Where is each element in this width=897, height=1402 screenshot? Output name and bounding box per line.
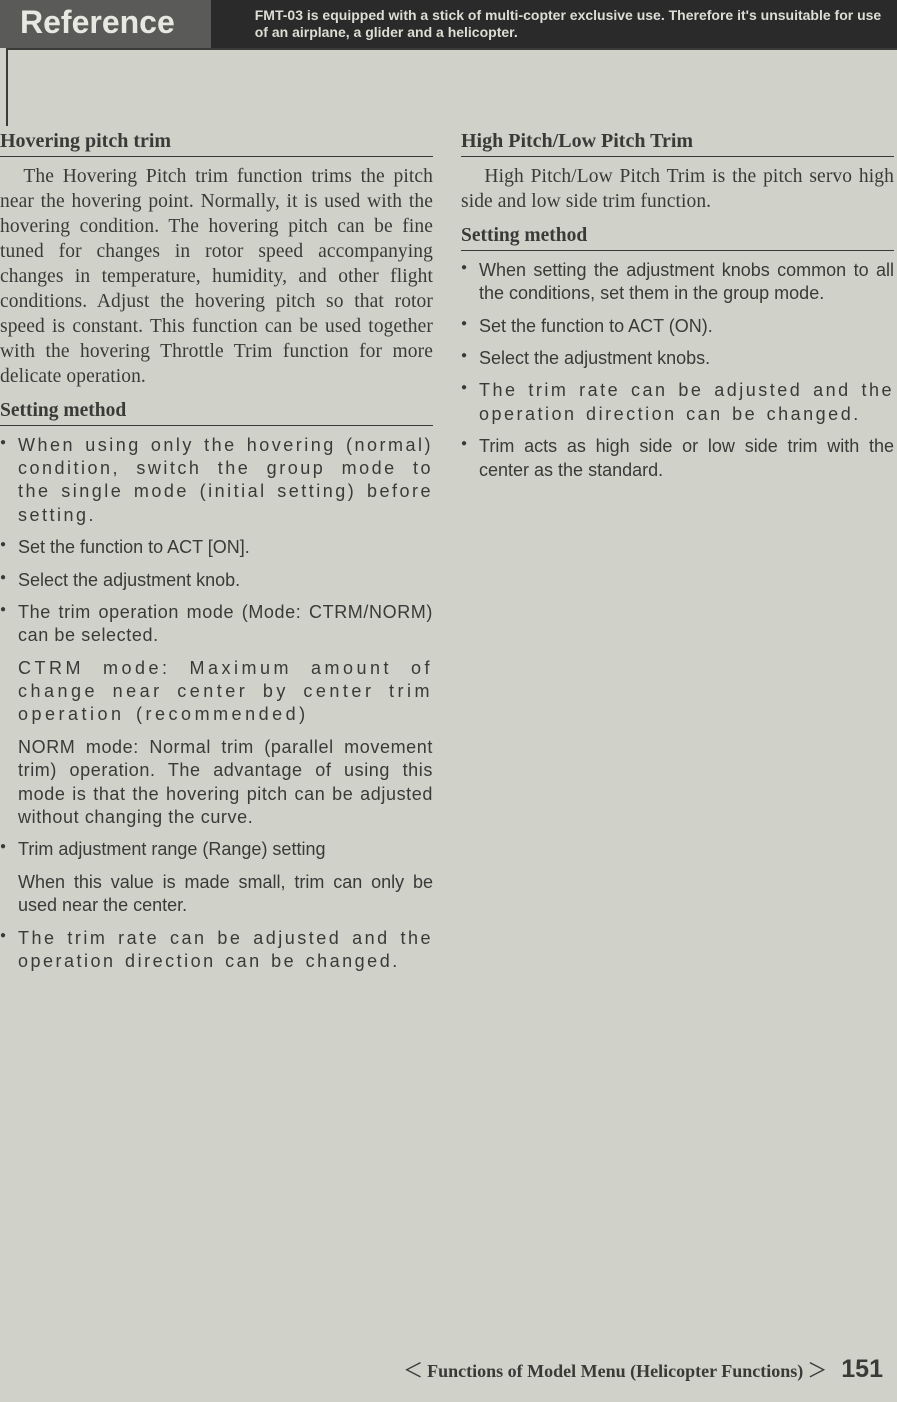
highlow-body: High Pitch/Low Pitch Trim is the pitch s…: [461, 165, 894, 215]
header-bar: Reference FMT-03 is equipped with a stic…: [0, 0, 897, 48]
list-item: Set the function to ACT (ON).: [461, 315, 894, 338]
right-column: High Pitch/Low Pitch Trim High Pitch/Low…: [447, 130, 894, 982]
tab-divider: [6, 48, 24, 126]
list-item: Trim acts as high side or low side trim …: [461, 435, 894, 482]
hovering-body: The Hovering Pitch trim function trims t…: [0, 165, 433, 390]
bracket-right-icon: ＞: [807, 1354, 827, 1383]
divider-line: [6, 48, 897, 50]
list-item: Trim adjustment range (Range) setting: [0, 838, 433, 861]
sub-para: NORM mode: Normal trim (parallel movemen…: [0, 736, 433, 830]
left-bullets-2: Trim adjustment range (Range) setting: [0, 838, 433, 861]
list-item: The trim rate can be adjusted and the op…: [461, 379, 894, 426]
bracket-left-icon: ＜: [403, 1354, 423, 1383]
setting-method-title-left: Setting method: [0, 400, 433, 426]
list-item: The trim operation mode (Mode: CTRM/NORM…: [0, 601, 433, 648]
sub-para: CTRM mode: Maximum amount of change near…: [0, 657, 433, 727]
list-item: When setting the adjustment knobs common…: [461, 259, 894, 306]
hovering-title: Hovering pitch trim: [0, 130, 433, 157]
reference-label: Reference: [0, 0, 211, 48]
list-item: Set the function to ACT [ON].: [0, 536, 433, 559]
sub-para: When this value is made small, trim can …: [0, 871, 433, 918]
list-item: Select the adjustment knob.: [0, 569, 433, 592]
left-bullets: When using only the hovering (normal) co…: [0, 434, 433, 648]
header-note: FMT-03 is equipped with a stick of multi…: [255, 7, 887, 42]
left-bullets-3: The trim rate can be adjusted and the op…: [0, 927, 433, 974]
footer: ＜ Functions of Model Menu (Helicopter Fu…: [399, 1354, 883, 1384]
page-number: 151: [841, 1355, 883, 1384]
footer-label: Functions of Model Menu (Helicopter Func…: [427, 1361, 803, 1382]
list-item: When using only the hovering (normal) co…: [0, 434, 433, 528]
left-column: Hovering pitch trim The Hovering Pitch t…: [0, 130, 447, 982]
right-bullets: When setting the adjustment knobs common…: [461, 259, 894, 482]
setting-method-title-right: Setting method: [461, 225, 894, 251]
content-area: Hovering pitch trim The Hovering Pitch t…: [0, 130, 897, 982]
list-item: Select the adjustment knobs.: [461, 347, 894, 370]
list-item: The trim rate can be adjusted and the op…: [0, 927, 433, 974]
highlow-title: High Pitch/Low Pitch Trim: [461, 130, 894, 157]
